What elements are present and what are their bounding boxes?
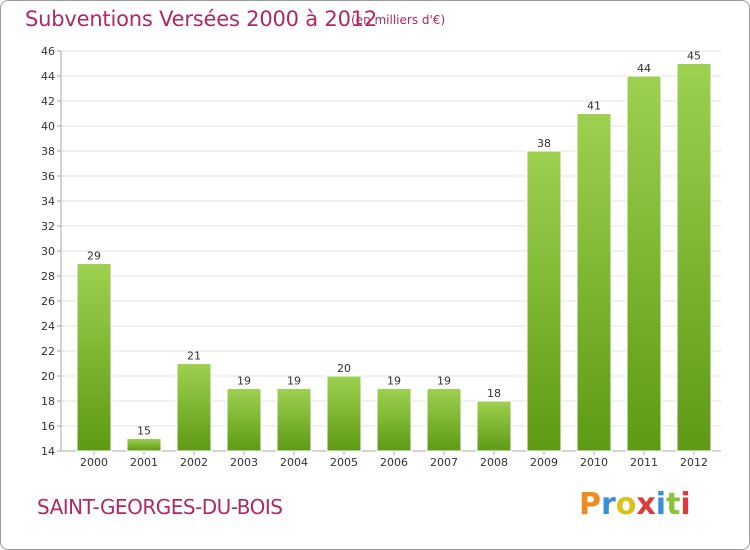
bar-2008: [476, 400, 512, 452]
y-tick-label: 26: [41, 295, 55, 308]
x-tick-label: 2005: [330, 456, 358, 469]
logo-letter: o: [615, 487, 637, 522]
x-tick-label: 2007: [430, 456, 458, 469]
x-tick-label: 2006: [380, 456, 408, 469]
y-tick-label: 34: [41, 195, 55, 208]
bar-value-label: 29: [87, 250, 101, 263]
bar-value-label: 45: [687, 50, 701, 63]
bar-value-label: 15: [137, 425, 151, 438]
x-tick-label: 2001: [130, 456, 158, 469]
bar-value-label: 19: [437, 375, 451, 388]
x-tick-label: 2003: [230, 456, 258, 469]
x-tick-label: 2012: [680, 456, 708, 469]
x-tick-label: 2011: [630, 456, 658, 469]
x-tick-label: 2002: [180, 456, 208, 469]
y-tick-label: 18: [41, 395, 55, 408]
logo-letter: i: [680, 487, 691, 522]
bar-2005: [326, 375, 362, 452]
x-tick-label: 2008: [480, 456, 508, 469]
y-tick-label: 32: [41, 220, 55, 233]
logo-letter: t: [666, 487, 681, 522]
unit-note: (en milliers d'€): [351, 13, 446, 27]
y-tick-label: 38: [41, 145, 55, 158]
x-tick-label: 2009: [530, 456, 558, 469]
y-tick-label: 28: [41, 270, 55, 283]
y-tick-label: 14: [41, 445, 55, 458]
bar-value-label: 18: [487, 387, 501, 400]
labels: 29 2000 15 2001 21 2002 19 2003 19 2004 20 2005 19 20…: [80, 50, 708, 470]
bar-2004: [276, 388, 312, 452]
y-tick-label: 40: [41, 120, 55, 133]
y-tick-label: 30: [41, 245, 55, 258]
bars: [76, 63, 712, 452]
y-tick-label: 24: [41, 320, 55, 333]
y-tick-label: 36: [41, 170, 55, 183]
bar-2009: [526, 150, 562, 452]
y-tick-label: 16: [41, 420, 55, 433]
bar-2007: [426, 388, 462, 452]
bar-value-label: 20: [337, 362, 351, 375]
bar-value-label: 21: [187, 350, 201, 363]
bar-2011: [626, 75, 662, 452]
bar-value-label: 19: [237, 375, 251, 388]
bar-value-label: 44: [637, 62, 651, 75]
bar-2012: [676, 63, 712, 452]
bar-value-label: 38: [537, 137, 551, 150]
bar-2003: [226, 388, 262, 452]
logo-letter: r: [601, 487, 616, 522]
y-tick-label: 44: [41, 70, 55, 83]
bar-2006: [376, 388, 412, 452]
y-tick-label: 22: [41, 345, 55, 358]
bar-value-label: 19: [287, 375, 301, 388]
logo-letter: P: [579, 487, 601, 522]
chart-title: Subventions Versées 2000 à 2012: [25, 7, 378, 31]
bar-2010: [576, 113, 612, 452]
bar-value-label: 19: [387, 375, 401, 388]
bar-value-label: 41: [587, 100, 601, 113]
x-tick-label: 2010: [580, 456, 608, 469]
bar-2001: [126, 438, 162, 452]
bar-2002: [176, 363, 212, 452]
y-tick-label: 20: [41, 370, 55, 383]
commune-name: SAINT-GEORGES-DU-BOIS: [37, 495, 283, 519]
logo-letter: i: [655, 487, 667, 522]
y-tick-label: 42: [41, 95, 55, 108]
logo-letter: x: [636, 487, 656, 522]
bar-2000: [76, 263, 112, 452]
x-tick-label: 2004: [280, 456, 308, 469]
y-tick-label: 46: [41, 45, 55, 58]
x-tick-label: 2000: [80, 456, 108, 469]
